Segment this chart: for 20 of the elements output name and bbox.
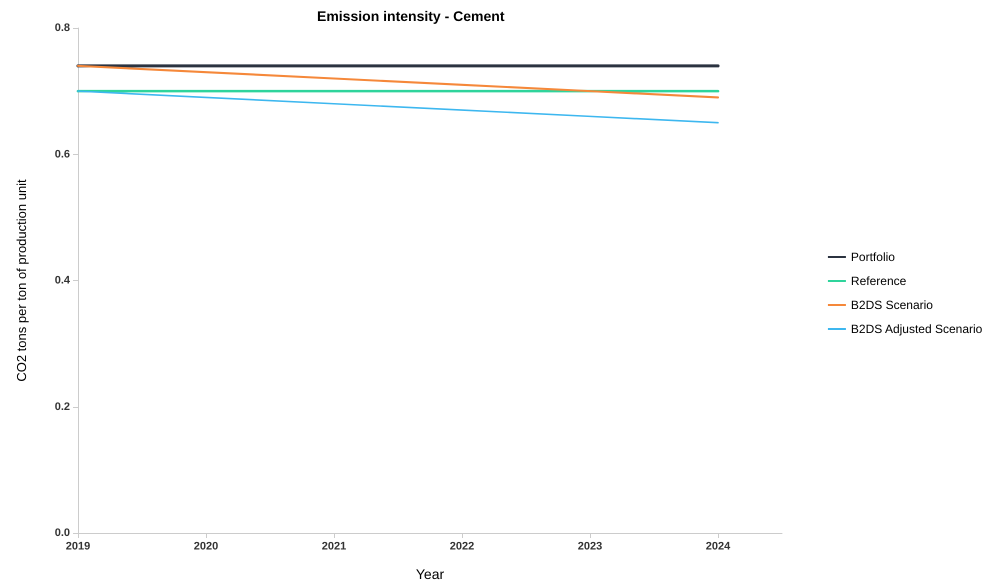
y-tick-label: 0.8 bbox=[54, 22, 70, 34]
y-tick-label: 0.4 bbox=[54, 274, 71, 286]
y-tick-label: 0.0 bbox=[54, 527, 70, 539]
x-tick-label: 2021 bbox=[322, 540, 346, 552]
line-series bbox=[77, 90, 719, 124]
x-axis-title: Year bbox=[416, 566, 444, 582]
x-tick-label: 2023 bbox=[578, 540, 602, 552]
x-tick-label: 2020 bbox=[194, 540, 218, 552]
legend-label: Portfolio bbox=[850, 250, 896, 264]
x-tick-label: 2022 bbox=[450, 540, 474, 552]
y-tick-label: 0.6 bbox=[54, 148, 70, 160]
y-axis-title: CO2 tons per ton of production unit bbox=[14, 178, 29, 382]
line-series bbox=[76, 64, 720, 98]
chart-title: Emission intensity - Cement bbox=[317, 8, 505, 24]
legend-label: B2DS Adjusted Scenario bbox=[850, 322, 983, 336]
x-tick-label: 2019 bbox=[66, 540, 90, 552]
x-tick-label: 2024 bbox=[706, 540, 732, 552]
y-tick-label: 0.2 bbox=[54, 400, 70, 413]
legend-label: B2DS Scenario bbox=[850, 298, 934, 312]
legend-label: Reference bbox=[850, 274, 907, 288]
